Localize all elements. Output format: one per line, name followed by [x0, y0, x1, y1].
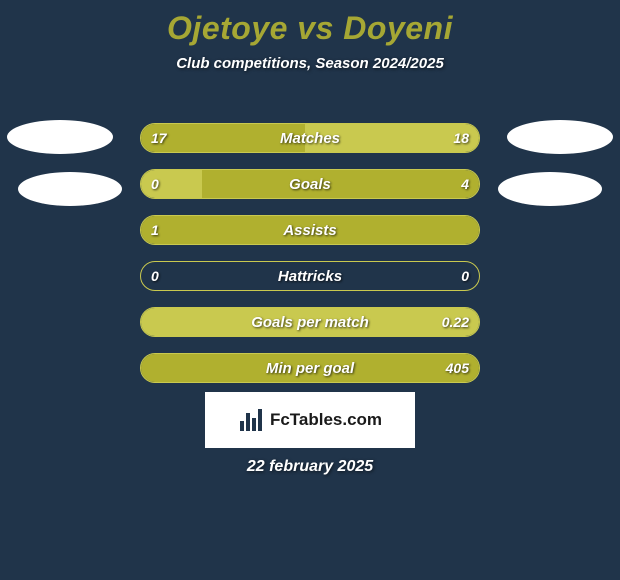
- stat-fill-left: [141, 216, 479, 244]
- stat-fill-left: [141, 170, 202, 198]
- stat-row: 0 0Hattricks: [140, 261, 480, 291]
- stat-value-left: 0: [151, 262, 159, 290]
- stat-fill-right: [202, 170, 479, 198]
- team-badge-left-1: [7, 120, 113, 154]
- team-badge-left-2: [18, 172, 122, 206]
- stat-row: 1718Matches: [140, 123, 480, 153]
- comparison-card: Ojetoye vs Doyeni Club competitions, Sea…: [0, 0, 620, 580]
- chart-icon: [238, 407, 264, 433]
- stat-rows: 1718Matches 04Goals 1Assists 0 0Hattricks 0.2…: [140, 123, 480, 399]
- team-badge-right-1: [507, 120, 613, 154]
- page-subtitle: Club competitions, Season 2024/2025: [0, 55, 620, 72]
- stat-fill-right: [305, 124, 479, 152]
- stat-row: 0.22Goals per match: [140, 307, 480, 337]
- stat-fill-right: [141, 308, 479, 336]
- date-text: 22 february 2025: [0, 458, 620, 476]
- stat-row: 04Goals: [140, 169, 480, 199]
- team-badge-right-2: [498, 172, 602, 206]
- brand-logo: FcTables.com: [205, 392, 415, 448]
- page-title: Ojetoye vs Doyeni: [0, 0, 620, 47]
- stat-fill-right: [141, 354, 479, 382]
- stat-value-right: 0: [461, 262, 469, 290]
- stat-row: 405Min per goal: [140, 353, 480, 383]
- brand-text: FcTables.com: [270, 410, 382, 430]
- stat-fill-left: [141, 124, 305, 152]
- stat-row: 1Assists: [140, 215, 480, 245]
- stat-label: Hattricks: [141, 262, 479, 290]
